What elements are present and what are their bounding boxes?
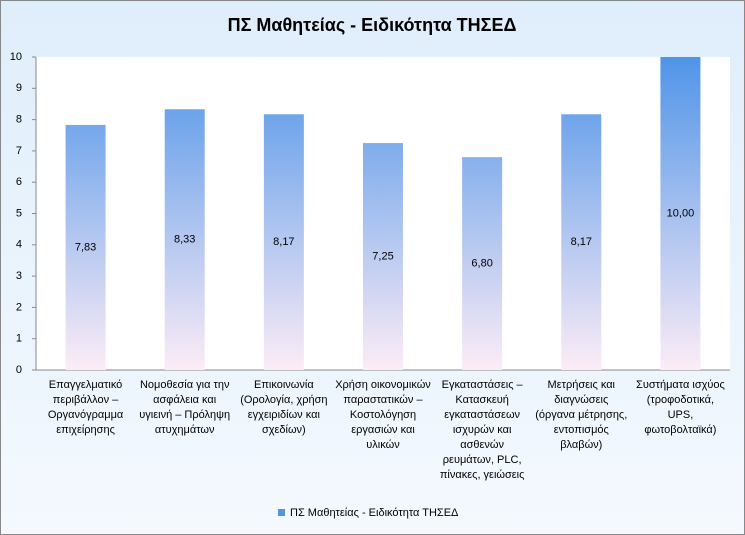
y-tick-label: 2 — [16, 301, 22, 313]
y-tick-label: 7 — [16, 145, 22, 157]
value-label: 8,17 — [273, 236, 294, 248]
x-tick-label: Συστήματα ισχύος (τροφοδοτικά, UPS, φωτο… — [636, 379, 725, 436]
y-tick-label: 9 — [16, 82, 22, 94]
y-tick-label: 3 — [16, 270, 22, 282]
value-label: 8,17 — [571, 236, 592, 248]
value-label: 6,80 — [471, 257, 492, 269]
y-tick-label: 0 — [16, 364, 22, 376]
legend-label: ΠΣ Μαθητείας - Ειδικότητα ΤΗΣΕΔ — [290, 507, 459, 519]
bar — [363, 143, 403, 370]
bar — [65, 124, 106, 371]
x-tick-label: Νομοθεσία για την ασφάλεια και υγιεινή –… — [139, 379, 231, 436]
bar — [660, 57, 701, 370]
value-label: 8,33 — [174, 234, 195, 246]
bar — [263, 114, 304, 371]
x-tick-label: Χρήση οικονομικών παραστατικών – Κοστολό… — [335, 379, 431, 451]
y-tick-label: 5 — [16, 207, 22, 219]
x-tick-label: Μετρήσεις και διαγνώσεις (όργανα μέτρηση… — [535, 379, 628, 451]
x-tick-label: Εγκαταστάσεις – Κατασκευή εγκαταστάσεων … — [439, 379, 525, 481]
bar — [561, 114, 602, 371]
value-label: 7,25 — [372, 250, 393, 262]
y-tick-label: 8 — [16, 114, 22, 126]
x-tick-label: Επικοινωνία (Ορολογία, χρήση εγχειριδίων… — [240, 379, 328, 436]
x-tick-label: Επαγγελματικό περιβάλλον – Οργανόγραμμα … — [47, 379, 124, 436]
legend-swatch — [278, 509, 285, 516]
chart-title: ΠΣ Μαθητείας - Ειδικότητα ΤΗΣΕΔ — [228, 15, 517, 35]
y-tick-label: 4 — [16, 239, 22, 251]
value-label: 10,00 — [667, 207, 695, 219]
y-tick-label: 10 — [10, 51, 22, 63]
bar — [462, 157, 503, 370]
y-tick-label: 6 — [16, 176, 22, 188]
y-tick-label: 1 — [16, 333, 22, 345]
bar — [164, 109, 205, 371]
value-label: 7,83 — [75, 241, 96, 253]
